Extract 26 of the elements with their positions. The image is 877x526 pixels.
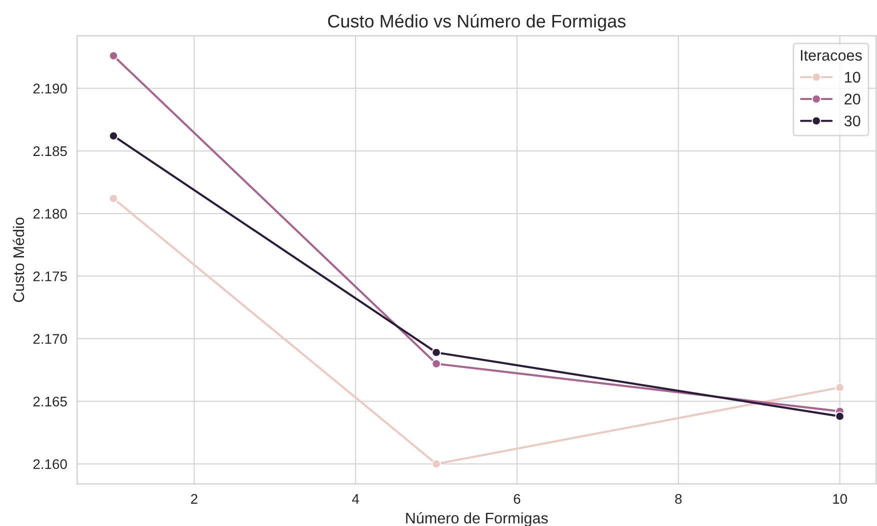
point	[835, 412, 844, 422]
y-tick-label: 2.175	[33, 271, 67, 282]
x-tick-label: 8	[675, 494, 682, 504]
y-tick-label: 2.165	[33, 396, 67, 406]
point	[108, 194, 118, 204]
legend-label: 10	[845, 72, 860, 83]
x-tick-label: 2	[191, 494, 198, 504]
point	[432, 459, 441, 469]
y-tick-label: 2.160	[33, 459, 67, 470]
legend-label: 20	[844, 94, 860, 104]
x-tick-label: 10	[833, 494, 847, 504]
y-tick-label: 2.170	[33, 334, 67, 344]
y-tick-label: 2.185	[33, 146, 67, 156]
legend-label: 30	[844, 116, 860, 126]
point	[432, 348, 441, 358]
point	[108, 51, 118, 60]
point	[432, 359, 441, 368]
y-tick-label: 2.180	[33, 208, 67, 219]
point	[108, 131, 118, 141]
chart-title: Custo Médio vs Número de Formigas	[328, 14, 626, 32]
y-axis-title: Custo Médio	[12, 218, 24, 302]
y-tick-label: 2.190	[33, 84, 67, 94]
x-tick-label: 4	[352, 494, 360, 504]
point	[835, 382, 844, 392]
legend-title: Iteracoes	[800, 50, 862, 61]
x-tick-label: 6	[514, 494, 520, 504]
